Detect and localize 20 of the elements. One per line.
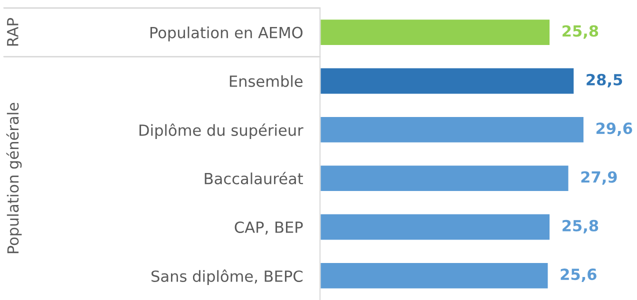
y-tick-label: Sans diplôme, BEPC (152, 270, 303, 285)
bar (320, 66, 576, 96)
data-label: 25,8 (562, 25, 598, 39)
text: Population générale (6, 102, 22, 254)
data-label: 29,6 (596, 122, 632, 136)
text: RAP (7, 18, 18, 46)
y-tick-label: Population en AEMO (150, 26, 302, 42)
bar (320, 116, 585, 144)
data-label: 27,9 (581, 171, 617, 185)
y-tick-label: Baccalauréat (204, 172, 303, 184)
data-label: 25,8 (562, 220, 598, 234)
bar (320, 18, 551, 46)
y-tick-label: Ensemble (230, 75, 303, 88)
bar (320, 164, 570, 192)
y-tick-label: Diplôme du supérieur (140, 124, 304, 139)
y-tick-label: CAP, BEP (234, 221, 303, 235)
data-label: 25,6 (560, 268, 596, 282)
bar (320, 262, 550, 290)
bar (320, 212, 551, 242)
data-label: 28,5 (586, 74, 622, 88)
